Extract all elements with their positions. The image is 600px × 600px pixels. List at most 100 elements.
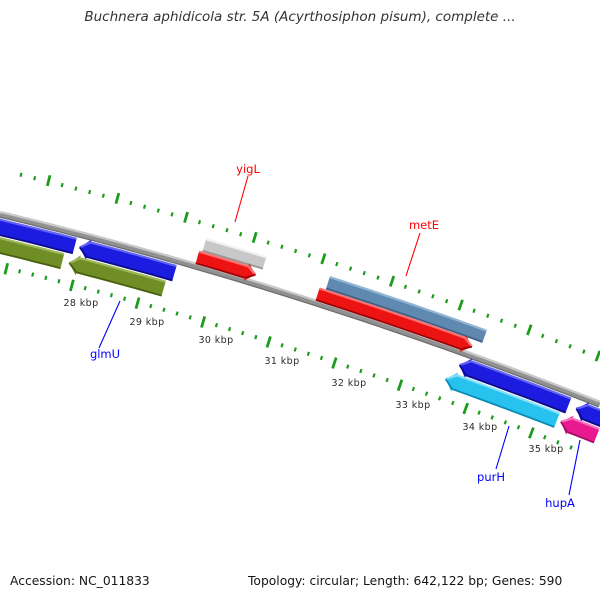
glmU-cds-bar[interactable] <box>69 255 166 296</box>
metE-cds-bar-highlight <box>319 287 473 348</box>
minor-tick-lower <box>254 334 258 340</box>
minor-tick-lower <box>490 415 494 420</box>
major-tick-lower <box>134 297 141 310</box>
glmU-gene-bar[interactable] <box>79 239 177 281</box>
minor-tick-lower <box>227 326 232 332</box>
minor-tick-lower <box>293 347 297 352</box>
yigL-cds-bar[interactable] <box>195 251 256 281</box>
minor-tick-upper <box>280 244 284 250</box>
unnamed-left-cds-bar[interactable] <box>0 235 65 269</box>
glmU-cds-bar-shadow <box>68 262 162 297</box>
metE-gene-bar-shadow <box>325 287 483 343</box>
minor-tick-lower <box>556 440 560 445</box>
hupA-cds-bar[interactable] <box>560 415 600 443</box>
minor-tick-upper <box>307 253 311 258</box>
minor-tick-upper <box>568 344 572 349</box>
hupA-gene-label[interactable]: hupA <box>545 496 575 510</box>
major-tick-lower <box>331 357 338 369</box>
yigL-gene-bar-highlight <box>205 238 267 259</box>
metE-gene-bar[interactable] <box>326 277 487 342</box>
metE-gene-bar-highlight <box>329 276 488 332</box>
major-tick-upper <box>183 211 189 223</box>
minor-tick-upper <box>60 182 64 188</box>
minor-tick-lower <box>385 377 389 383</box>
yigL-pointer-line <box>234 175 249 223</box>
major-tick-lower <box>69 279 75 292</box>
minor-tick-lower <box>96 289 100 294</box>
yigL-gene-label[interactable]: yigL <box>236 162 260 176</box>
ruler-label-34-kbp: 34 kbp <box>462 422 497 433</box>
minor-tick-lower <box>477 410 481 415</box>
minor-tick-upper <box>129 200 133 206</box>
minor-tick-upper <box>211 223 215 229</box>
minor-tick-upper <box>472 308 476 314</box>
minor-tick-upper <box>101 193 105 198</box>
minor-tick-lower <box>83 285 87 291</box>
unnamed-left-gene-bar-highlight <box>0 218 77 240</box>
minor-tick-lower <box>319 355 324 361</box>
minor-tick-upper <box>499 318 504 323</box>
minor-tick-upper <box>225 227 229 233</box>
minor-tick-upper <box>156 208 160 213</box>
genome-axis-highlight <box>0 210 600 403</box>
glmU-gene-label[interactable]: glmU <box>90 347 120 361</box>
major-tick-lower <box>200 316 207 328</box>
glmU-gene-bar-highlight <box>79 241 177 268</box>
purH-gene-bar-highlight <box>459 360 572 400</box>
minor-tick-upper <box>417 289 421 294</box>
minor-tick-lower <box>543 434 547 440</box>
minor-tick-upper <box>362 270 366 276</box>
minor-tick-lower <box>122 296 127 301</box>
yigL-gene-bar[interactable] <box>202 239 267 269</box>
major-tick-upper <box>114 192 121 205</box>
purH-cds-bar[interactable] <box>445 372 560 428</box>
yigL-cds-bar-shadow <box>195 262 256 279</box>
major-tick-lower <box>462 402 469 415</box>
minor-tick-upper <box>376 275 380 280</box>
minor-tick-upper <box>444 298 449 304</box>
purH-cds-bar-shadow <box>444 378 555 428</box>
yigL-gene-bar-shadow <box>202 249 264 270</box>
major-tick-upper <box>320 253 327 265</box>
minor-tick-lower <box>31 272 35 277</box>
map-title: Buchnera aphidicola str. 5A (Acyrthosiph… <box>84 9 516 25</box>
minor-tick-lower <box>306 351 311 356</box>
minor-tick-upper <box>33 175 37 181</box>
minor-tick-upper <box>19 172 23 178</box>
hupA-cds-bar-shadow <box>560 421 595 444</box>
minor-tick-lower <box>411 386 416 392</box>
minor-tick-upper <box>540 333 545 339</box>
minor-tick-lower <box>569 445 573 450</box>
topology-summary-text: Topology: circular; Length: 642,122 bp; … <box>248 574 563 588</box>
minor-tick-upper <box>239 232 243 237</box>
minor-tick-lower <box>424 391 429 396</box>
unnamed-left-gene-bar[interactable] <box>0 217 77 254</box>
purH-cds-bar-highlight <box>445 374 560 415</box>
glmU-pointer-line <box>98 300 121 349</box>
minor-tick-lower <box>214 322 219 328</box>
purH-gene-label[interactable]: purH <box>477 470 505 484</box>
major-tick-upper <box>457 299 464 311</box>
minor-tick-upper <box>431 294 435 299</box>
major-tick-lower <box>396 379 404 392</box>
minor-tick-upper <box>197 219 202 225</box>
minor-tick-lower <box>280 343 284 348</box>
ruler-label-31-kbp: 31 kbp <box>264 356 299 367</box>
minor-tick-upper <box>293 248 298 254</box>
ruler-label-32-kbp: 32 kbp <box>331 378 366 389</box>
metE-gene-label[interactable]: metE <box>409 218 439 232</box>
minor-tick-upper <box>170 212 174 217</box>
minor-tick-lower <box>516 424 521 430</box>
minor-tick-upper <box>142 204 147 209</box>
metE-cds-bar[interactable] <box>315 288 472 352</box>
ruler-label-35-kbp: 35 kbp <box>528 444 563 455</box>
genome-axis-shadow <box>0 216 600 408</box>
purH-pointer-line <box>495 425 510 470</box>
minor-tick-upper <box>348 266 353 271</box>
minor-tick-upper <box>74 186 78 191</box>
unnamed-left-gene-bar-shadow <box>0 234 74 255</box>
ruler-label-33-kbp: 33 kbp <box>395 400 430 411</box>
purH-gene-bar[interactable] <box>459 358 571 413</box>
minor-tick-lower <box>44 275 48 281</box>
minor-tick-lower <box>241 330 245 336</box>
